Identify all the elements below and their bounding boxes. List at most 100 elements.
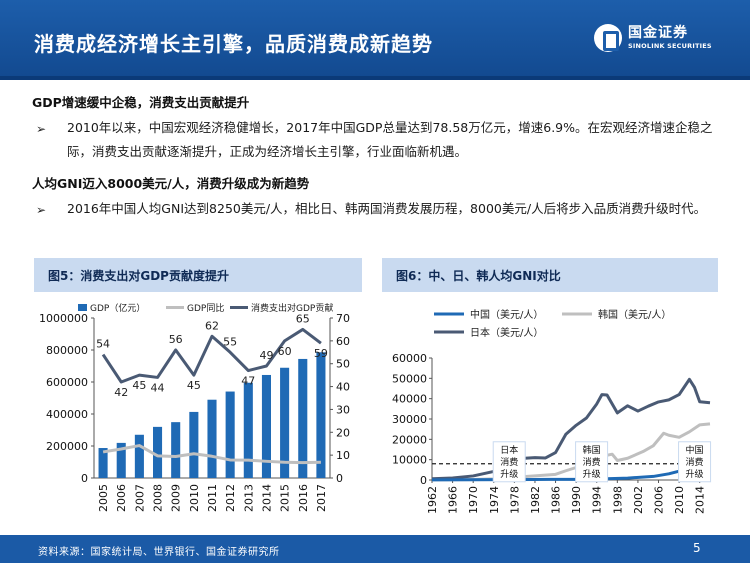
y-tick-label-left: 1000000 (39, 312, 88, 325)
header-stripe (0, 76, 750, 80)
y-tick-label-right: 0 (336, 472, 343, 485)
x-tick-label: 1998 (611, 486, 624, 514)
x-tick-label: 2008 (152, 484, 165, 512)
gdp-bar (116, 442, 126, 478)
x-tick-label: 1978 (508, 486, 521, 514)
y-tick-label-right: 70 (336, 312, 350, 325)
consumption-data-label: 55 (223, 335, 237, 348)
x-tick-label: 2005 (97, 484, 110, 512)
figure6-title: 图6：中、日、韩人均GNI对比 (396, 269, 561, 283)
company-logo: 国金证券 SINOLINK SECURITIES (594, 20, 726, 60)
annotation-text: 中国 (686, 444, 704, 456)
y-tick-label-right: 60 (336, 335, 350, 348)
figure6-title-bar: 图6：中、日、韩人均GNI对比 (382, 258, 718, 292)
y-tick-label-right: 10 (336, 449, 350, 462)
consumption-data-label: 59 (314, 347, 328, 360)
logo-icon (594, 24, 622, 52)
annotation-text: 升级 (686, 468, 704, 480)
x-tick-label: 2011 (206, 484, 219, 512)
legend-label: 日本（美元/人） (470, 326, 543, 339)
annotation-box (678, 441, 712, 483)
figure5-title-bar: 图5：消费支出对GDP贡献度提升 (34, 258, 362, 292)
consumption-data-label: 49 (259, 349, 273, 362)
y-tick-label: 0 (420, 474, 427, 487)
gdp-bar (134, 434, 144, 478)
figure5-title: 图5：消费支出对GDP贡献度提升 (48, 269, 229, 283)
gdp-bar (153, 426, 163, 478)
gdp-bar (171, 422, 181, 478)
gdp-bar (189, 411, 199, 478)
x-tick-label: 2012 (224, 484, 237, 512)
x-tick-label: 1970 (467, 486, 480, 514)
section-heading-gdp: GDP增速缓中企稳，消费支出贡献提升 (32, 95, 250, 110)
annotation-text: 升级 (500, 468, 518, 480)
y-tick-label-right: 30 (336, 403, 350, 416)
consumption-data-label: 54 (96, 338, 110, 351)
y-tick-label-left: 400000 (46, 408, 88, 421)
consumption-data-label: 60 (278, 345, 292, 358)
y-tick-label: 20000 (392, 433, 427, 446)
y-tick-label: 30000 (392, 413, 427, 426)
y-tick-label-left: 0 (81, 472, 88, 485)
y-tick-label-right: 40 (336, 381, 350, 394)
x-tick-label: 1966 (447, 486, 460, 514)
consumption-data-label: 65 (296, 312, 310, 325)
legend-label: GDP同比 (187, 302, 224, 314)
y-tick-label: 40000 (392, 393, 427, 406)
x-tick-label: 2010 (673, 486, 686, 514)
y-tick-label-right: 20 (336, 426, 350, 439)
x-tick-label: 2009 (170, 484, 183, 512)
y-tick-label-left: 200000 (46, 440, 88, 453)
consumption-data-label: 44 (151, 381, 165, 394)
annotation-text: 消费 (686, 456, 704, 468)
legend-label: 消费支出对GDP贡献 (251, 302, 333, 314)
gdp-bar (225, 391, 235, 478)
legend-swatch (78, 304, 87, 311)
footer-bar: 资料来源：国家统计局、世界银行、国金证券研究所 5 (0, 535, 750, 563)
legend-label: 韩国（美元/人） (598, 308, 671, 321)
y-tick-label: 50000 (392, 372, 427, 385)
legend-label: GDP（亿元） (90, 302, 145, 314)
annotation-box (492, 441, 526, 483)
china-gni-line (431, 461, 711, 482)
section-text-gni: 2016年中国人均GNI达到8250美元/人，相比日、韩两国消费发展历程，800… (67, 201, 707, 216)
consumption-data-label: 42 (114, 386, 128, 399)
annotation-text: 日本 (500, 444, 518, 456)
x-tick-label: 2016 (297, 484, 310, 512)
section-text-gdp: 2010年以来，中国宏观经济稳健增长，2017年中国GDP总量达到78.58万亿… (67, 120, 713, 159)
gdp-bar (316, 352, 326, 478)
x-tick-label: 2014 (694, 486, 707, 514)
consumption-data-label: 47 (241, 375, 255, 388)
x-tick-label: 2017 (315, 484, 328, 512)
consumption-contribution-line (101, 327, 322, 384)
x-tick-label: 2007 (133, 484, 146, 512)
consumption-data-label: 62 (205, 319, 219, 332)
legend-label: 中国（美元/人） (470, 308, 543, 321)
japan-gni-line (431, 377, 711, 481)
annotation-box (575, 441, 609, 483)
logo-text-en: SINOLINK SECURITIES (628, 42, 712, 50)
x-tick-label: 2006 (653, 486, 666, 514)
x-tick-label: 1986 (550, 486, 563, 514)
x-tick-label: 1962 (426, 486, 439, 514)
y-tick-label-left: 600000 (46, 376, 88, 389)
section-heading-gni: 人均GNI迈入8000美元/人，消费升级成为新趋势 (32, 176, 310, 191)
logo-text-cn: 国金证券 (628, 25, 688, 41)
annotation-text: 消费 (583, 456, 601, 468)
x-tick-label: 1990 (570, 486, 583, 514)
y-tick-label: 60000 (392, 352, 427, 365)
gdp-bar (98, 448, 108, 478)
bullet-arrow-icon: ➢ (36, 122, 47, 136)
korea-gni-line (431, 422, 711, 482)
gdp-growth-line (102, 444, 321, 465)
consumption-data-label: 45 (132, 379, 146, 392)
footer-source: 资料来源：国家统计局、世界银行、国金证券研究所 (38, 547, 280, 558)
header-banner: 消费成经济增长主引擎，品质消费成新趋势 国金证券 SINOLINK SECURI… (0, 0, 750, 80)
consumption-data-label: 45 (187, 379, 201, 392)
y-tick-label: 10000 (392, 454, 427, 467)
y-tick-label-left: 800000 (46, 344, 88, 357)
x-tick-label: 2002 (632, 486, 645, 514)
annotation-text: 韩国 (583, 444, 601, 456)
x-tick-label: 2015 (279, 484, 292, 512)
consumption-data-label: 56 (169, 333, 183, 346)
